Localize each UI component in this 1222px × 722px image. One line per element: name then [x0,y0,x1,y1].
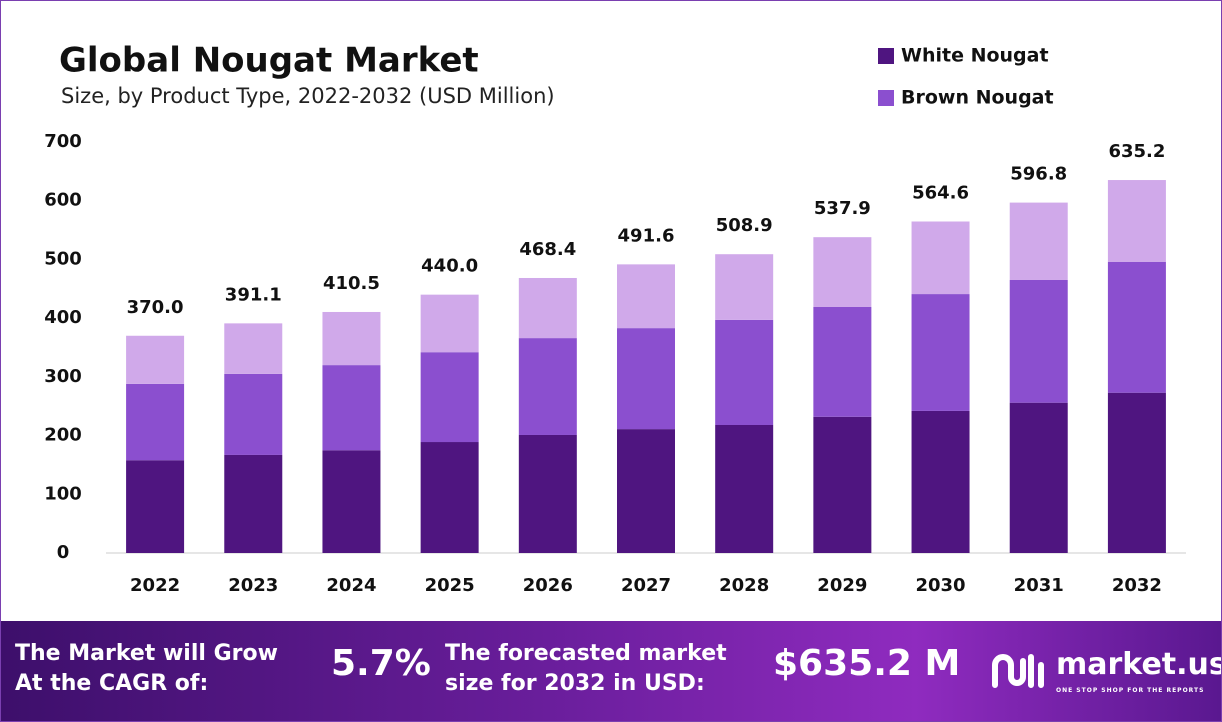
legend-swatch [878,48,894,64]
total-label: 596.8 [1010,164,1067,185]
bar-segment [518,434,577,553]
caption-line: At the CAGR of: [15,671,209,696]
legend-label: White Nougat [901,45,1049,67]
total-label: 440.0 [421,256,478,277]
y-tick-label: 0 [57,542,70,563]
bar-segment [1009,279,1068,403]
caption-line: The Market will Grow [15,641,278,666]
chart-title: Global Nougat Market [59,41,479,81]
total-label: 635.2 [1108,141,1165,162]
x-tick-label: 2032 [1112,575,1162,596]
bar-segment [126,335,185,384]
total-label: 564.6 [912,182,969,203]
cagr-caption: The Market will Grow At the CAGR of: [15,639,278,699]
total-label: 410.5 [323,273,380,294]
x-tick-label: 2024 [326,575,376,596]
bar-segment [813,306,872,417]
bar-segment [911,410,970,553]
bar-segment [322,311,381,366]
bar-segment [420,352,479,443]
footer: The Market will Grow At the CAGR of: 5.7… [1,621,1221,721]
x-tick-label: 2030 [915,575,965,596]
bar-segment [911,294,970,411]
bar-segment [617,264,675,329]
x-tick-label: 2027 [621,575,671,596]
chart-subtitle: Size, by Product Type, 2022-2032 (USD Mi… [61,84,555,108]
y-tick-label: 700 [44,131,82,152]
y-tick-label: 200 [44,425,82,446]
cagr-value: 5.7% [331,643,431,684]
total-label: 370.0 [127,297,184,318]
bar-segment [1107,392,1166,553]
x-tick-label: 2029 [817,575,867,596]
brand-logo [992,654,1044,688]
bar-segment [813,416,872,553]
total-label: 491.6 [618,225,675,246]
brand: market.us [1056,647,1222,682]
bar-segment [1107,180,1166,262]
bar-segment [126,460,185,553]
bar-segment [420,442,479,553]
bar-segment [1009,202,1068,280]
x-tick-label: 2031 [1014,575,1064,596]
total-label: 468.4 [519,239,576,260]
x-tick-label: 2022 [130,575,180,596]
bar-segment [715,319,774,426]
bar-segment [715,254,774,320]
bar-segment [1009,402,1068,553]
forecast-caption: The forecasted market size for 2032 in U… [445,639,727,699]
brand-tagline: ONE STOP SHOP FOR THE REPORTS [1056,687,1205,694]
bar-segment [322,365,381,451]
x-tick-label: 2025 [425,575,475,596]
bar-segment [911,221,970,295]
y-tick-label: 600 [44,190,82,211]
bar-segment [518,338,577,435]
bar-segment [224,373,283,455]
caption-line: size for 2032 in USD: [445,671,705,696]
x-tick-label: 2026 [523,575,573,596]
y-tick-label: 500 [44,248,82,269]
legend-label: Brown Nougat [901,87,1054,109]
chart: Global Nougat Market Size, by Product Ty… [44,41,1186,596]
bar-segment [518,277,577,339]
total-label: 391.1 [225,284,282,305]
y-tick-label: 400 [44,307,82,328]
x-tick-label: 2028 [719,575,769,596]
caption-line: The forecasted market [445,641,727,666]
bar-segment [420,294,479,353]
total-label: 508.9 [716,215,773,236]
bar-segment [813,237,872,307]
y-tick-label: 300 [44,366,82,387]
x-tick-label: 2023 [228,575,278,596]
bar-segment [617,328,675,430]
bar-segment [617,429,675,553]
bar-segment [715,425,774,553]
bar-segment [224,323,283,374]
bar-segment [1107,261,1166,393]
legend-swatch [878,90,894,106]
bar-segment [224,454,283,553]
forecast-value: $635.2 M [773,643,961,684]
bar-segment [126,383,185,461]
y-tick-label: 100 [44,483,82,504]
bar-segment [322,450,381,553]
total-label: 537.9 [814,198,871,219]
